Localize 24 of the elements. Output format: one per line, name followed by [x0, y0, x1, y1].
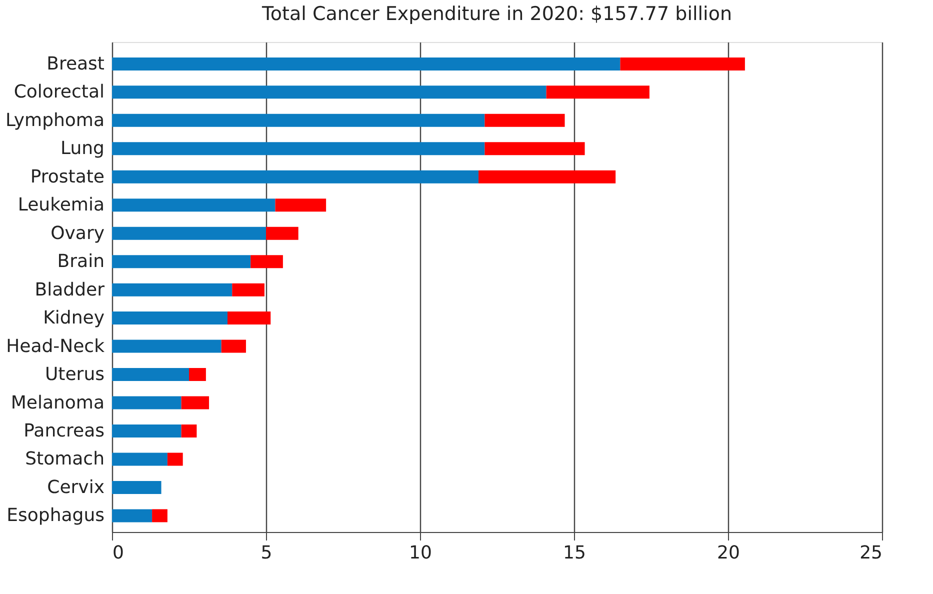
- y-tick-label: Uterus: [45, 364, 104, 386]
- x-tick-label: 25: [860, 542, 882, 564]
- y-tick-label: Lymphoma: [6, 110, 104, 131]
- y-tick-label: Head-Neck: [6, 336, 106, 357]
- y-tick-label: Brain: [57, 251, 104, 272]
- y-tick-label: Breast: [46, 53, 104, 74]
- y-tick-label: Pancreas: [24, 420, 104, 442]
- y-tick-label: Ovary: [50, 222, 105, 244]
- y-tick-label: Esophagus: [6, 505, 104, 526]
- y-tick-label: Melanoma: [10, 392, 104, 414]
- x-tick-label: 5: [260, 542, 272, 564]
- y-tick-label: Kidney: [43, 308, 105, 329]
- x-tick-label: 15: [563, 542, 586, 564]
- y-tick-label: Stomach: [25, 448, 104, 470]
- y-tick-label: Colorectal: [14, 82, 104, 103]
- y-tick-label: Prostate: [30, 166, 104, 188]
- chart-title: Total Cancer Expenditure in 2020: $157.77 billion: [261, 3, 732, 25]
- y-tick-label: Lung: [60, 138, 104, 160]
- y-tick-label: Bladder: [34, 279, 106, 300]
- x-tick-label: 0: [112, 542, 124, 564]
- y-tick-label: Leukemia: [18, 194, 104, 216]
- x-tick-label: 20: [717, 542, 740, 564]
- y-tick-label: Cervix: [47, 476, 105, 498]
- x-tick-label: 10: [409, 542, 432, 564]
